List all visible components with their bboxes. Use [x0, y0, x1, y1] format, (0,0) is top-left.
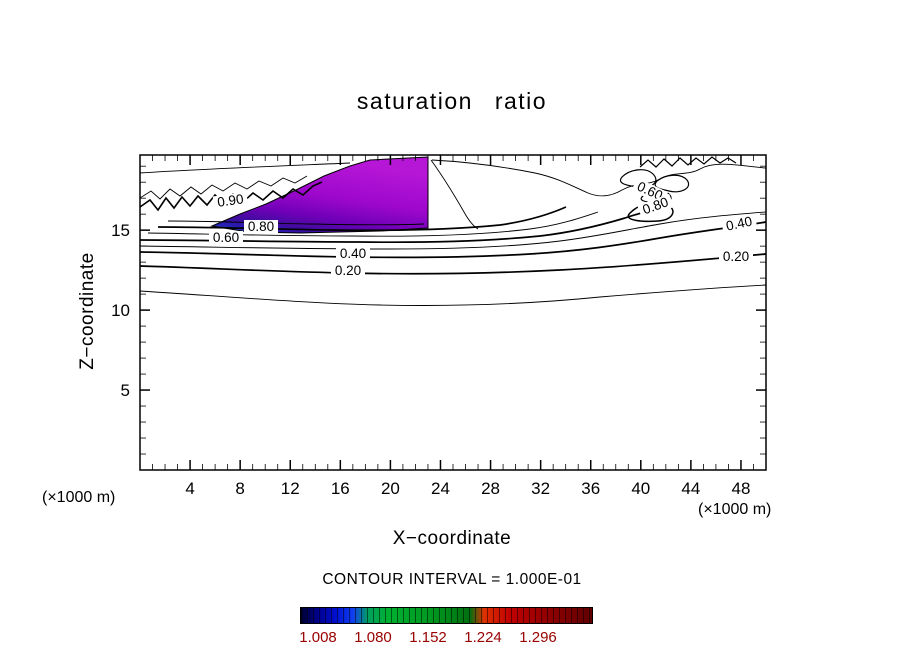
contour-label: 0.80 [641, 194, 671, 217]
page-title: saturation ratio [356, 88, 548, 114]
x-tick-label: 48 [731, 479, 750, 498]
contour-label: 0.40 [340, 246, 366, 261]
x-tick-label: 12 [281, 479, 300, 498]
contour-label-bg [212, 191, 249, 211]
colorbar-value: 1.080 [354, 629, 392, 646]
colorbar-value: 1.224 [464, 629, 502, 646]
contour-label-bg [244, 220, 278, 234]
x-tick-label: 40 [631, 479, 650, 498]
contour-line [430, 159, 479, 230]
contour-label-group: 0.40 [721, 213, 758, 235]
contour-label-group: 0.80 [244, 219, 278, 234]
contour-label-group: 0.40 [336, 246, 370, 261]
contour-line [139, 211, 767, 250]
x-tick-label: 16 [331, 479, 350, 498]
contour-interval-label: CONTOUR INTERVAL = 1.000E-01 [322, 571, 582, 588]
colorbar-value: 1.296 [519, 629, 557, 646]
contour-label-group: 0.60 [209, 230, 243, 245]
contour-label: 0.20 [723, 249, 749, 264]
contour-label-bg [209, 231, 243, 245]
contour-label-bg [331, 264, 365, 278]
x-tick-label: 36 [581, 479, 600, 498]
contour-line-0.20 [139, 253, 767, 275]
contour-label-bg [336, 247, 370, 261]
x-tick-label: 24 [431, 479, 450, 498]
colorbar-value: 1.152 [409, 629, 447, 646]
contour-line [167, 220, 425, 226]
contour-line-0.80 [157, 206, 567, 232]
x-tick-label: 44 [681, 479, 700, 498]
x-tick-label: 8 [235, 479, 244, 498]
y-tick-label: 5 [121, 381, 130, 400]
contour-line [139, 284, 767, 306]
contour-line [139, 162, 351, 174]
x-tick-label: 32 [531, 479, 550, 498]
filled-contour-region [210, 156, 429, 234]
x-units-label-left: (×1000 m) [42, 489, 116, 506]
contour-label-group: 0.90 [212, 191, 249, 211]
y-tick-label: 15 [111, 221, 130, 240]
x-units-label-right: (×1000 m) [698, 501, 772, 518]
contour-label-bg [637, 193, 675, 219]
contour-line [431, 159, 767, 197]
contour-loop [619, 169, 657, 188]
contour-label-group: 0.20 [331, 263, 365, 278]
x-tick-label: 20 [381, 479, 400, 498]
contour-label: 0.60 [213, 230, 239, 245]
contour-line-0.40 [139, 221, 767, 259]
contour-label: 0.20 [335, 263, 361, 278]
contour-label-group: 0.20 [719, 249, 753, 264]
contour-label-bg [721, 213, 758, 235]
x-tick-label: 4 [185, 479, 194, 498]
colorbar-value: 1.008 [299, 629, 337, 646]
contour-label-bg [719, 250, 753, 264]
contour-label: 0.80 [248, 219, 274, 234]
x-tick-label: 28 [481, 479, 500, 498]
contour-label: 0.90 [216, 191, 244, 210]
x-axis-label: X−coordinate [392, 528, 512, 549]
contour-line-jagged [639, 156, 737, 168]
contour-line-jagged [139, 175, 308, 200]
contour-line-0.60 [139, 207, 661, 244]
contour-label: 0.40 [725, 214, 754, 234]
y-axis-label: Z−coordinate [77, 252, 98, 370]
colorbar [300, 607, 593, 624]
y-tick-label: 10 [111, 301, 130, 320]
